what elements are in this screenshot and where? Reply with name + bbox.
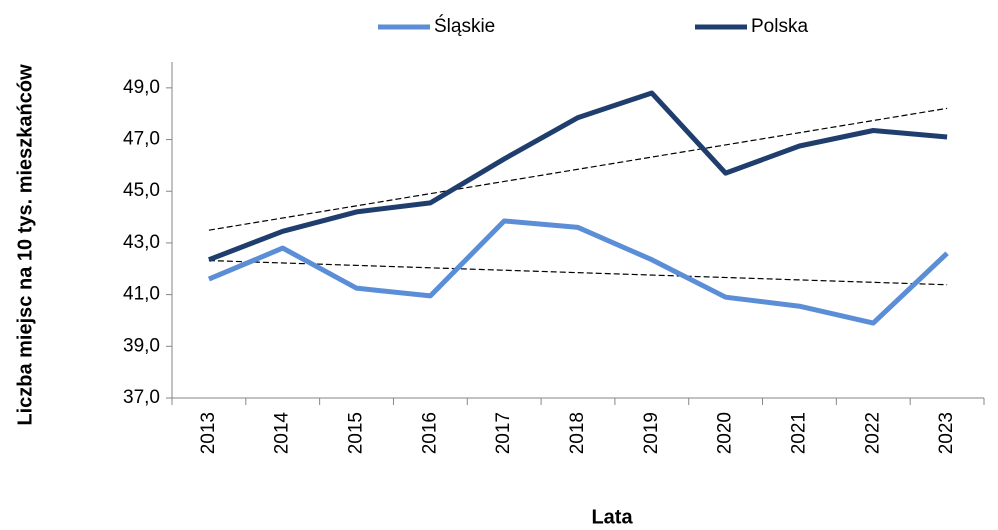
y-tick-label: 43,0	[123, 232, 160, 253]
x-tick-label: 2016	[419, 412, 440, 454]
y-tick-label: 41,0	[123, 284, 160, 305]
y-tick-label: 47,0	[123, 129, 160, 150]
legend-label: Polska	[751, 16, 808, 37]
x-tick-label: 2018	[567, 412, 588, 454]
x-axis-label: Lata	[591, 506, 633, 528]
x-tick-label: 2023	[936, 412, 957, 454]
y-axis-label: Liczba miejsc na 10 tys. mieszkańców	[14, 64, 36, 426]
trend-line	[208, 259, 948, 286]
x-tick-label: 2021	[788, 412, 809, 454]
y-tick-label: 39,0	[123, 335, 160, 356]
y-tick-label: 45,0	[123, 180, 160, 201]
x-tick-label: 2017	[493, 412, 514, 454]
x-tick-label: 2022	[862, 412, 883, 454]
y-tick-label: 49,0	[123, 77, 160, 98]
x-tick-label: 2015	[346, 412, 367, 454]
x-tick-label: 2020	[715, 412, 736, 454]
x-tick-label: 2019	[641, 412, 662, 454]
series-line	[208, 90, 948, 263]
series-line	[207, 218, 949, 326]
x-tick-label: 2014	[272, 412, 293, 455]
x-tick-label: 2013	[198, 412, 219, 454]
legend-label: Śląskie	[434, 15, 495, 37]
trend-line	[208, 107, 948, 231]
y-tick-label: 37,0	[123, 387, 160, 408]
